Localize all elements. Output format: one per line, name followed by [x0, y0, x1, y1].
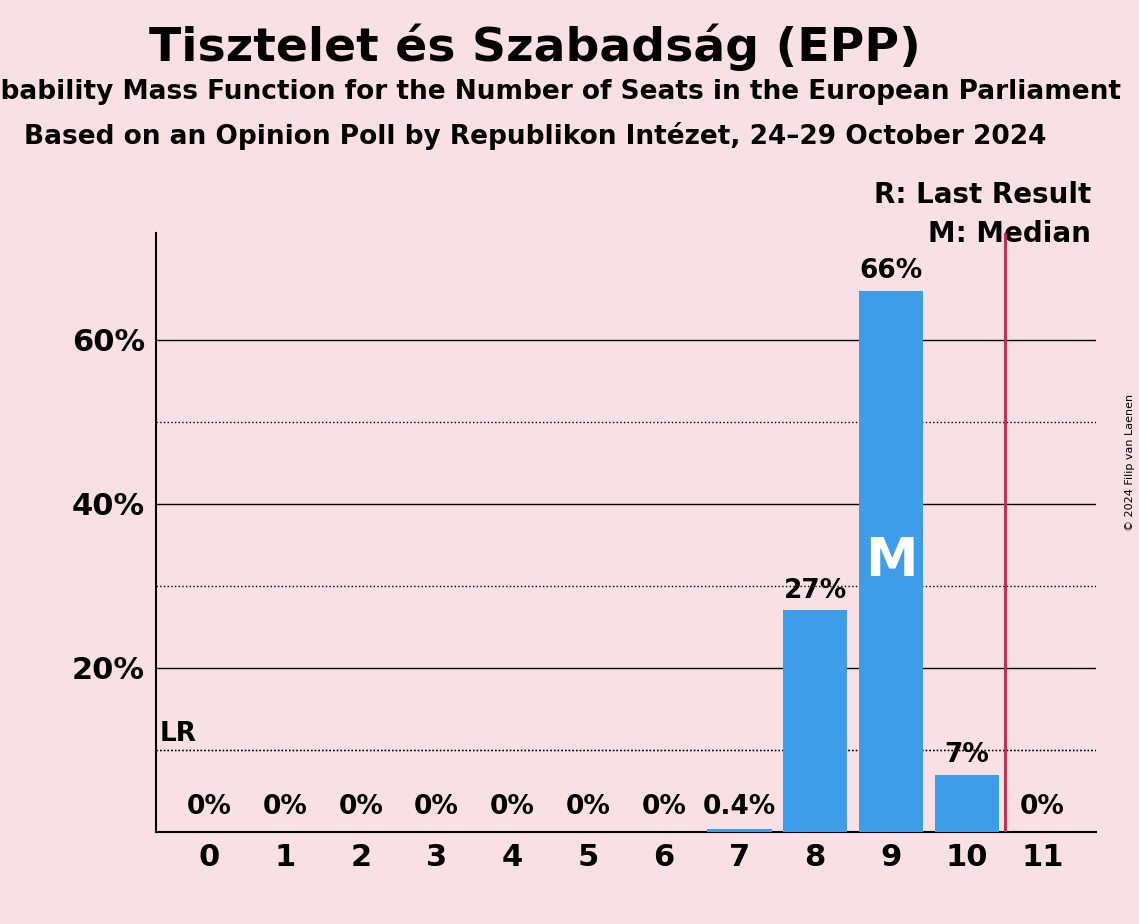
Text: 0%: 0%	[641, 794, 686, 820]
Bar	[935, 774, 999, 832]
Text: M: M	[865, 535, 917, 588]
Text: 0%: 0%	[187, 794, 231, 820]
Text: R: Last Result: R: Last Result	[874, 181, 1091, 209]
Bar	[782, 611, 847, 832]
Text: LR: LR	[159, 722, 197, 748]
Bar	[707, 829, 772, 832]
Text: 0%: 0%	[490, 794, 534, 820]
Text: © 2024 Filip van Laenen: © 2024 Filip van Laenen	[1125, 394, 1134, 530]
Text: 0%: 0%	[262, 794, 308, 820]
Text: Tisztelet és Szabadság (EPP): Tisztelet és Szabadság (EPP)	[149, 23, 921, 70]
Text: 0%: 0%	[566, 794, 611, 820]
Text: 7%: 7%	[944, 742, 989, 768]
Text: 0%: 0%	[338, 794, 383, 820]
Text: 27%: 27%	[784, 578, 847, 604]
Text: 0.4%: 0.4%	[703, 794, 776, 820]
Text: M: Median: M: Median	[928, 220, 1091, 249]
Text: 66%: 66%	[859, 258, 923, 284]
Text: 0%: 0%	[1021, 794, 1065, 820]
Text: 0%: 0%	[415, 794, 459, 820]
Text: Based on an Opinion Poll by Republikon Intézet, 24–29 October 2024: Based on an Opinion Poll by Republikon I…	[24, 122, 1047, 150]
Text: Probability Mass Function for the Number of Seats in the European Parliament: Probability Mass Function for the Number…	[0, 79, 1121, 104]
Bar	[859, 290, 924, 832]
